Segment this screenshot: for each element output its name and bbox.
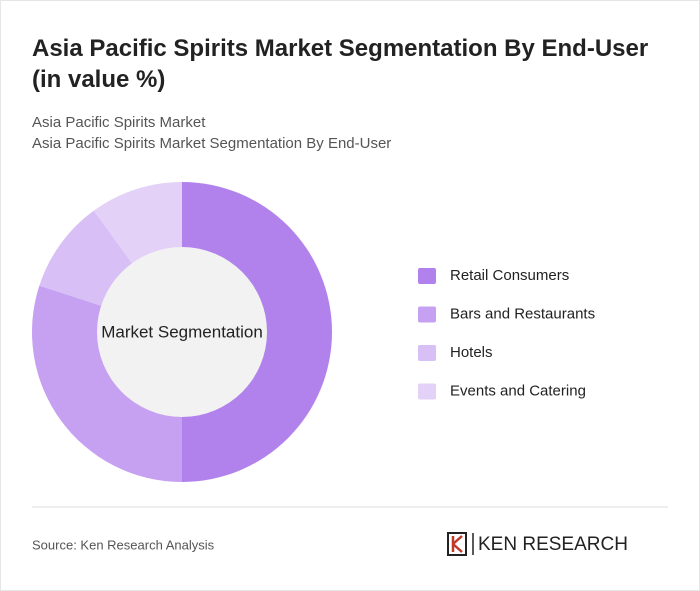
logo-icon: [447, 532, 467, 556]
chart-title: Asia Pacific Spirits Market Segmentation…: [32, 35, 648, 93]
legend-swatch: [418, 383, 436, 400]
logo-icon: [451, 535, 463, 553]
legend-swatch: [418, 268, 436, 284]
logo: KEN RESEARCH: [447, 532, 628, 556]
subtitle: Asia Pacific Spirits Market Segmentation…: [32, 135, 391, 152]
legend-swatch: [418, 306, 436, 323]
legend-swatch: [418, 345, 436, 361]
legend: Retail Consumers Bars and Restaurants Hote…: [418, 267, 595, 400]
subtitle: Asia Pacific Spirits Market: [32, 114, 206, 131]
legend-label: Bars and Restaurants: [450, 305, 595, 322]
source: Source: Ken Research Analysis: [32, 537, 215, 552]
legend-label: Hotels: [450, 344, 493, 361]
legend-label: Retail Consumers: [450, 267, 569, 284]
brand: KEN RESEARCH: [478, 534, 628, 555]
donut-hole: [97, 247, 267, 417]
center-label: Market Segmentation: [101, 322, 263, 341]
legend-label: Events and Catering: [450, 382, 586, 399]
